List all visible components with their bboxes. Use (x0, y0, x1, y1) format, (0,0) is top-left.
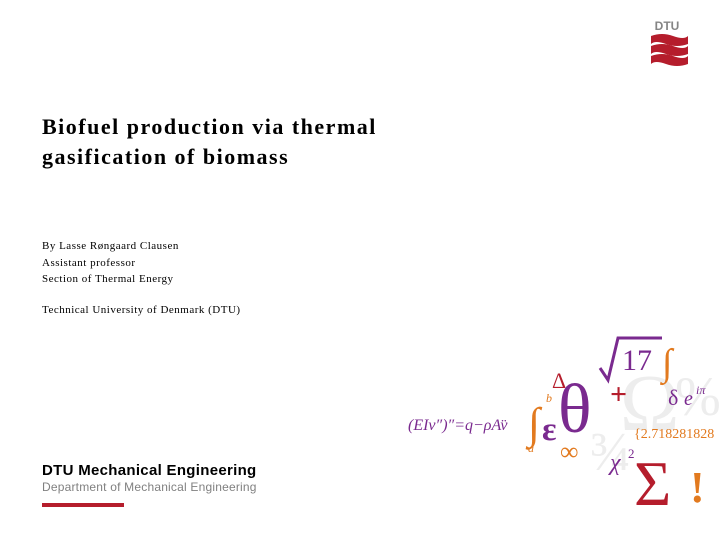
byline-author: By Lasse Røngaard Clausen (42, 238, 442, 255)
equation-text: (EIv″)″=q−ρAv̈ (408, 417, 508, 434)
ipi-icon: iπ (696, 383, 706, 397)
logo-letters: DTU (655, 19, 680, 33)
title-line-2: gasification of biomass (42, 142, 542, 172)
byline-affiliation: Technical University of Denmark (DTU) (42, 302, 442, 319)
integral-lower: a (528, 441, 534, 455)
exclaim-icon: ! (690, 463, 705, 512)
dept-subtitle: Department of Mechanical Engineering (42, 480, 342, 494)
chi-icon: χ (608, 450, 622, 476)
delta-icon: Δ (552, 368, 566, 393)
dept-underline (42, 503, 124, 507)
byline: By Lasse Røngaard Clausen Assistant prof… (42, 238, 442, 318)
svg-text:17: 17 (622, 344, 652, 377)
title-line-1: Biofuel production via thermal (42, 112, 542, 142)
euler-text: {2.718281828 (634, 427, 714, 442)
delta-small-icon: δ (668, 385, 678, 410)
slide-title: Biofuel production via thermal gasificat… (42, 112, 542, 171)
plus-icon: + (610, 378, 627, 411)
epsilon-icon: ε (542, 411, 557, 448)
math-decoration: Ω % ¾ (EIv″)″=q−ρAv̈ ∫ b a ε θ Δ 17 + ∫ … (400, 320, 720, 520)
dept-title: DTU Mechanical Engineering (42, 462, 342, 479)
dtu-logo: DTU (642, 18, 692, 68)
byline-role: Assistant professor (42, 255, 442, 272)
sigma-icon: Σ (634, 448, 671, 519)
department-footer: DTU Mechanical Engineering Department of… (42, 462, 342, 512)
integral-upper: b (546, 391, 552, 405)
byline-section: Section of Thermal Energy (42, 271, 442, 288)
e-icon: e (684, 388, 693, 410)
infinity-icon: ∞ (560, 437, 579, 466)
